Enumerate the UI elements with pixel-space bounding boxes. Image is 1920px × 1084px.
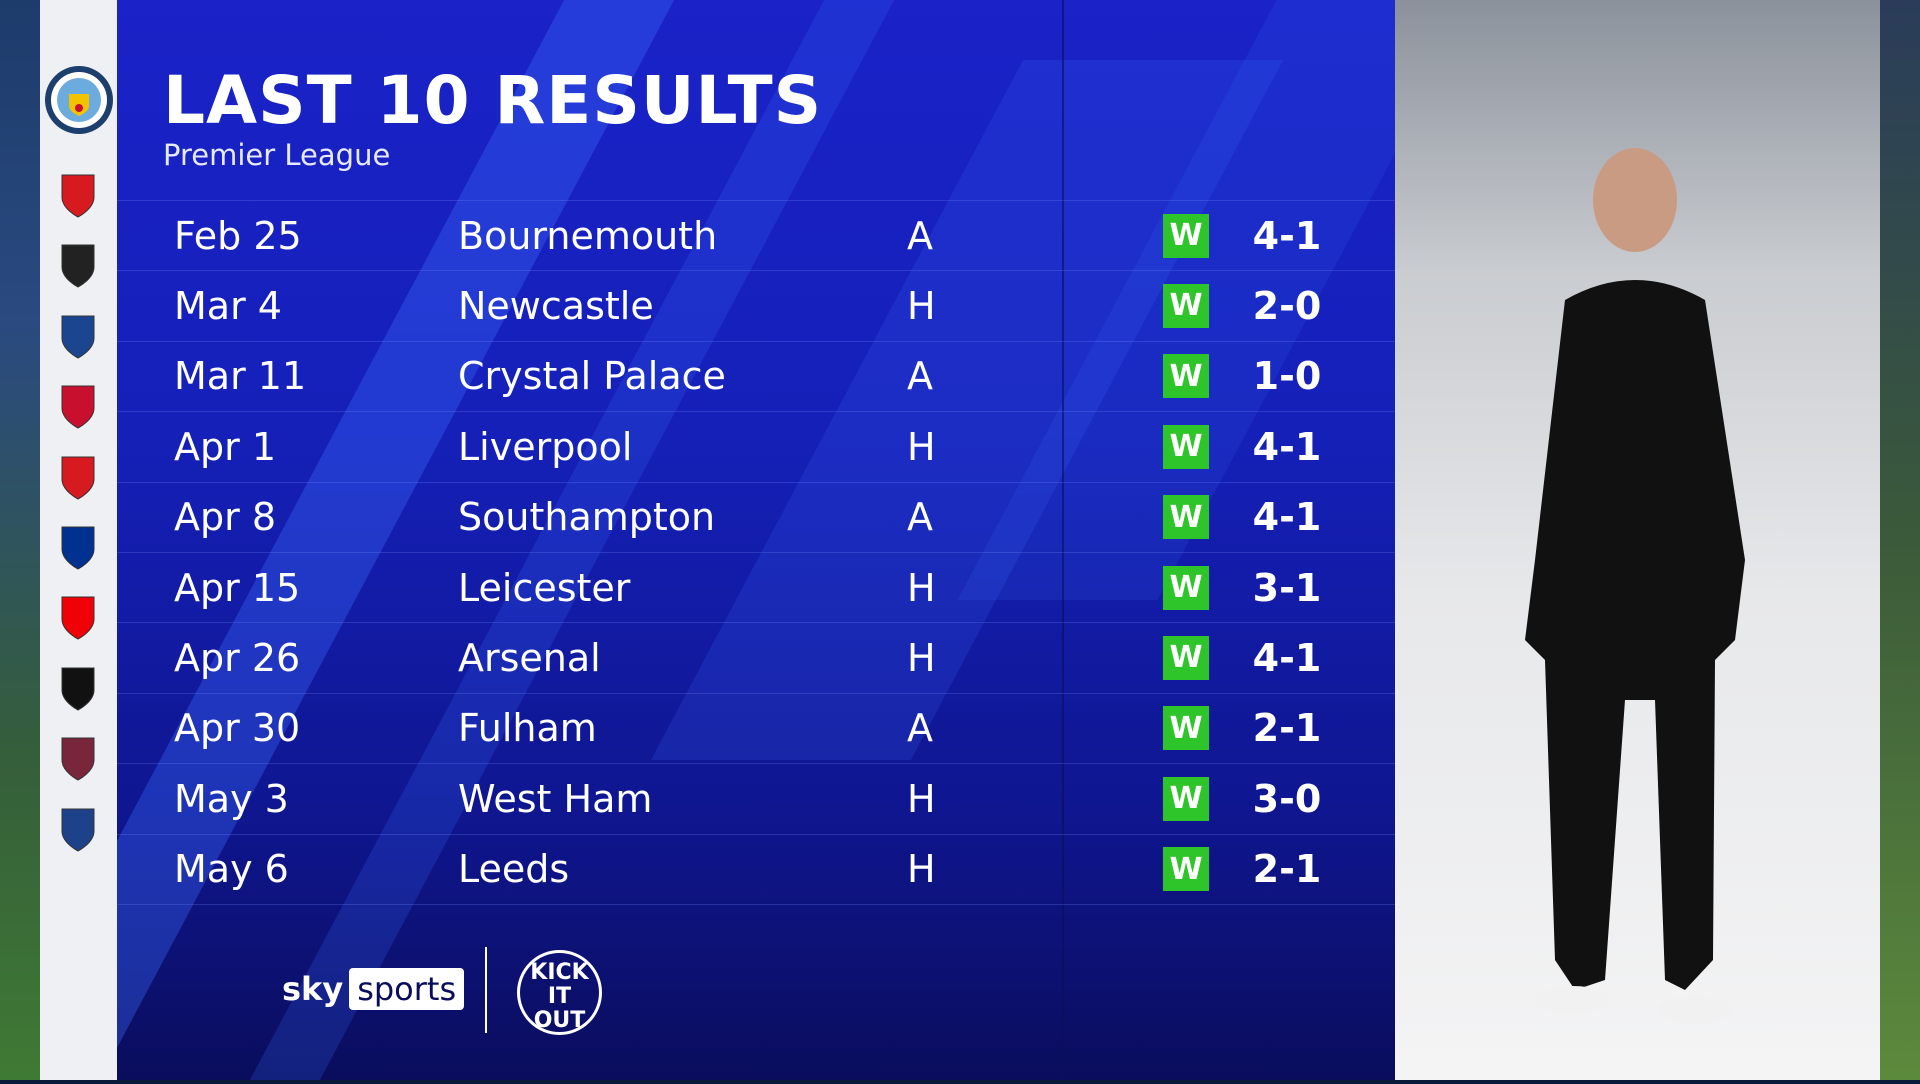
venue: H [907, 565, 936, 610]
result-badge: W [1163, 706, 1209, 751]
score: 2-1 [1252, 706, 1322, 751]
match-date: Feb 25 [174, 213, 302, 258]
result-badge: W [1163, 776, 1209, 821]
sports-text: sports [349, 968, 465, 1010]
opponent-name: Crystal Palace [458, 354, 726, 399]
venue: H [907, 635, 936, 680]
venue: H [907, 283, 936, 328]
fulham-crest-icon [55, 662, 101, 714]
opponent-name: Arsenal [458, 635, 601, 680]
row-divider [117, 904, 1395, 905]
venue: A [907, 213, 933, 258]
venue: A [907, 706, 933, 751]
venue: H [907, 847, 936, 892]
match-date: Mar 11 [174, 354, 307, 399]
result-badge: W [1163, 283, 1209, 328]
venue: H [907, 424, 936, 469]
score: 4-1 [1252, 495, 1322, 540]
opponent-name: Newcastle [458, 283, 654, 328]
newcastle-crest-icon [55, 239, 101, 291]
crest-column [40, 0, 117, 1080]
result-badge: W [1163, 354, 1209, 399]
results-panel: LAST 10 RESULTS Premier League Feb 25 Bo… [117, 0, 1395, 1080]
opponent-name: Leicester [458, 565, 631, 610]
background-stadium-right [1880, 0, 1920, 1080]
west-ham-crest-icon [55, 732, 101, 784]
kick-it-out-logo: KICK IT OUT [517, 950, 602, 1035]
opponent-name: Leeds [458, 847, 570, 892]
result-row: Feb 25 Bournemouth A W 4-1 [117, 200, 1395, 270]
crystal-palace-crest-icon [55, 310, 101, 362]
result-badge: W [1163, 424, 1209, 469]
southampton-crest-icon [55, 451, 101, 503]
match-date: May 6 [174, 847, 289, 892]
result-row: Mar 11 Crystal Palace A W 1-0 [117, 340, 1395, 411]
match-date: Apr 26 [174, 635, 301, 680]
score: 1-0 [1252, 354, 1322, 399]
result-row: Apr 8 Southampton A W 4-1 [117, 481, 1395, 552]
score: 4-1 [1252, 424, 1322, 469]
bournemouth-crest-icon [55, 169, 101, 221]
result-badge: W [1163, 635, 1209, 680]
result-badge: W [1163, 495, 1209, 540]
opponent-name: Bournemouth [458, 213, 718, 258]
sky-sports-logo: sky sports [282, 968, 465, 1010]
match-date: May 3 [174, 776, 289, 821]
manager-photo [1395, 0, 1880, 1080]
result-badge: W [1163, 565, 1209, 610]
result-badge: W [1163, 847, 1209, 892]
opponent-name: Liverpool [458, 424, 633, 469]
result-row: Apr 15 Leicester H W 3-1 [117, 552, 1395, 622]
match-date: Apr 1 [174, 424, 276, 469]
venue: A [907, 354, 933, 399]
opponent-name: West Ham [458, 776, 653, 821]
manager-figure-icon [1525, 148, 1745, 1024]
arsenal-crest-icon [55, 591, 101, 643]
venue: H [907, 776, 936, 821]
match-date: Apr 15 [174, 565, 301, 610]
competition-subtitle: Premier League [163, 138, 391, 172]
score: 2-0 [1252, 283, 1322, 328]
opponent-name: Fulham [458, 706, 597, 751]
logo-divider [485, 947, 487, 1033]
result-row: May 3 West Ham H W 3-0 [117, 763, 1395, 833]
result-row: Apr 30 Fulham A W 2-1 [117, 692, 1395, 763]
score: 4-1 [1252, 635, 1322, 680]
leeds-crest-icon [55, 803, 101, 855]
column-divider [1062, 0, 1064, 1080]
result-row: Apr 1 Liverpool H W 4-1 [117, 411, 1395, 481]
result-row: Mar 4 Newcastle H W 2-0 [117, 270, 1395, 340]
sky-text: sky [282, 970, 344, 1008]
result-badge: W [1163, 213, 1209, 258]
background-stadium-left [0, 0, 40, 1080]
opponent-name: Southampton [458, 495, 716, 540]
score: 3-1 [1252, 565, 1322, 610]
venue: A [907, 495, 933, 540]
match-date: Apr 30 [174, 706, 301, 751]
leicester-crest-icon [55, 521, 101, 573]
match-date: Mar 4 [174, 283, 282, 328]
page-title: LAST 10 RESULTS [163, 62, 823, 139]
liverpool-crest-icon [55, 380, 101, 432]
score: 4-1 [1252, 213, 1322, 258]
result-row: May 6 Leeds H W 2-1 [117, 833, 1395, 904]
match-date: Apr 8 [174, 495, 276, 540]
manchester-city-crest-icon [45, 66, 113, 134]
score: 3-0 [1252, 776, 1322, 821]
score: 2-1 [1252, 847, 1322, 892]
result-row: Apr 26 Arsenal H W 4-1 [117, 622, 1395, 692]
